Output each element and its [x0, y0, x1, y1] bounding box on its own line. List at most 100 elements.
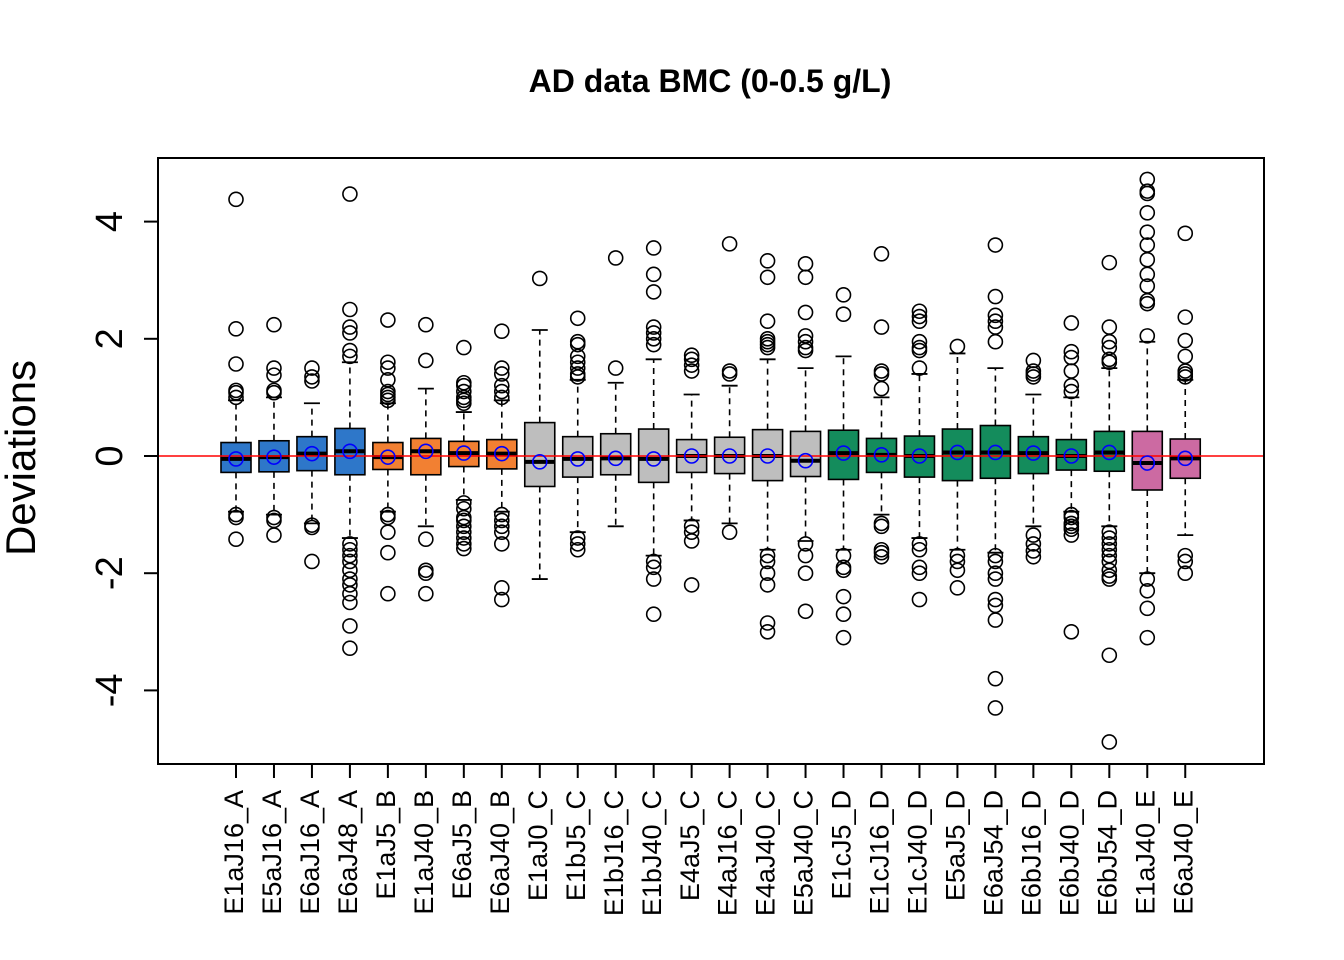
outlier-point	[342, 186, 358, 202]
outlier-point	[266, 527, 282, 543]
outlier-point	[1139, 629, 1156, 646]
outlier-point	[683, 351, 700, 368]
outlier-point	[873, 544, 890, 561]
outlier-point	[1139, 600, 1156, 617]
outlier-point	[1177, 369, 1194, 385]
outlier-point	[380, 360, 396, 376]
outlier-point	[1139, 266, 1156, 283]
outlier-point	[228, 389, 244, 406]
outlier-point	[456, 524, 472, 540]
outlier-point	[569, 369, 586, 385]
box-E1aJ0_C	[523, 270, 556, 580]
outlier-point	[949, 338, 966, 355]
box-body	[941, 428, 974, 482]
outlier-point	[380, 524, 396, 540]
outlier-point	[987, 547, 1004, 564]
outlier-point	[873, 518, 890, 535]
outlier-point	[683, 524, 700, 540]
outlier-point	[949, 580, 966, 596]
x-tick-label: E1bJ16_C	[599, 790, 629, 916]
outlier-point	[987, 288, 1004, 305]
outlier-point	[228, 356, 244, 372]
outlier-point	[342, 536, 358, 552]
outlier-point	[721, 236, 738, 252]
box-E1aJ40_E	[1131, 171, 1164, 646]
outlier-point	[304, 373, 320, 389]
outlier-point	[1177, 366, 1194, 382]
outlier-point	[1139, 237, 1156, 253]
box-E6bJ16_D	[1017, 352, 1050, 565]
outlier-point	[721, 363, 738, 379]
outlier-point	[911, 559, 928, 576]
box-E6aJ5_B	[448, 339, 480, 557]
outlier-point	[1139, 205, 1156, 221]
outlier-point	[493, 524, 510, 540]
outlier-point	[342, 319, 358, 335]
outlier-point	[1063, 509, 1080, 526]
outlier-point	[645, 336, 662, 353]
plot-frame	[157, 157, 1265, 765]
outlier-point	[1177, 565, 1194, 582]
outlier-point	[380, 354, 396, 371]
outlier-point	[456, 536, 472, 552]
outlier-point	[683, 533, 700, 549]
x-tick-label: E1cJ40_D	[903, 790, 933, 915]
outlier-point	[1139, 185, 1156, 202]
outlier-point	[759, 565, 776, 582]
outlier-point	[1177, 309, 1194, 325]
mean-marker	[759, 448, 776, 464]
outlier-point	[987, 307, 1004, 324]
outlier-point	[304, 360, 320, 376]
outlier-point	[342, 594, 358, 611]
mean-marker	[1063, 448, 1080, 464]
outlier-point	[1139, 295, 1156, 312]
outlier-point	[380, 509, 396, 526]
outlier-point	[873, 246, 890, 262]
outlier-point	[797, 536, 814, 552]
outlier-point	[418, 316, 434, 333]
outlier-point	[987, 700, 1004, 716]
outlier-point	[1101, 319, 1118, 335]
outlier-point	[645, 284, 662, 300]
outlier-point	[645, 553, 662, 570]
outlier-point	[797, 333, 814, 350]
outlier-point	[569, 333, 586, 350]
outlier-point	[1177, 332, 1194, 349]
outlier-point	[342, 301, 358, 318]
outlier-point	[342, 553, 358, 570]
outlier-point	[1177, 225, 1194, 242]
outlier-point	[645, 559, 662, 576]
outlier-point	[342, 585, 358, 602]
outlier-point	[1101, 530, 1118, 546]
outlier-point	[1063, 343, 1080, 360]
outlier-point	[645, 319, 662, 335]
outlier-point	[607, 360, 624, 376]
y-tick-label: 0	[89, 445, 131, 466]
outlier-point	[1177, 348, 1194, 365]
outlier-point	[835, 588, 852, 605]
x-tick-label: E6bJ16_D	[1016, 790, 1046, 916]
mean-marker	[380, 449, 396, 465]
box-E1aJ16_A	[220, 191, 252, 548]
outlier-point	[342, 342, 358, 359]
outlier-point	[304, 553, 320, 570]
outlier-point	[987, 237, 1004, 253]
outlier-point	[873, 515, 890, 532]
outlier-point	[342, 640, 358, 657]
outlier-point	[418, 352, 434, 369]
outlier-point	[569, 530, 586, 546]
mean-marker	[607, 450, 624, 467]
outlier-point	[797, 603, 814, 620]
mean-marker	[569, 451, 586, 467]
outlier-point	[683, 577, 700, 593]
outlier-point	[759, 339, 776, 356]
outlier-point	[380, 392, 396, 409]
outlier-point	[873, 366, 890, 382]
outlier-point	[1101, 562, 1118, 579]
outlier-point	[266, 316, 282, 333]
box-E4aJ40_C	[751, 253, 784, 640]
mean-marker	[911, 448, 928, 464]
x-tick-label: E1bJ40_C	[637, 790, 667, 916]
outlier-point	[493, 360, 510, 376]
mean-marker	[304, 445, 320, 462]
